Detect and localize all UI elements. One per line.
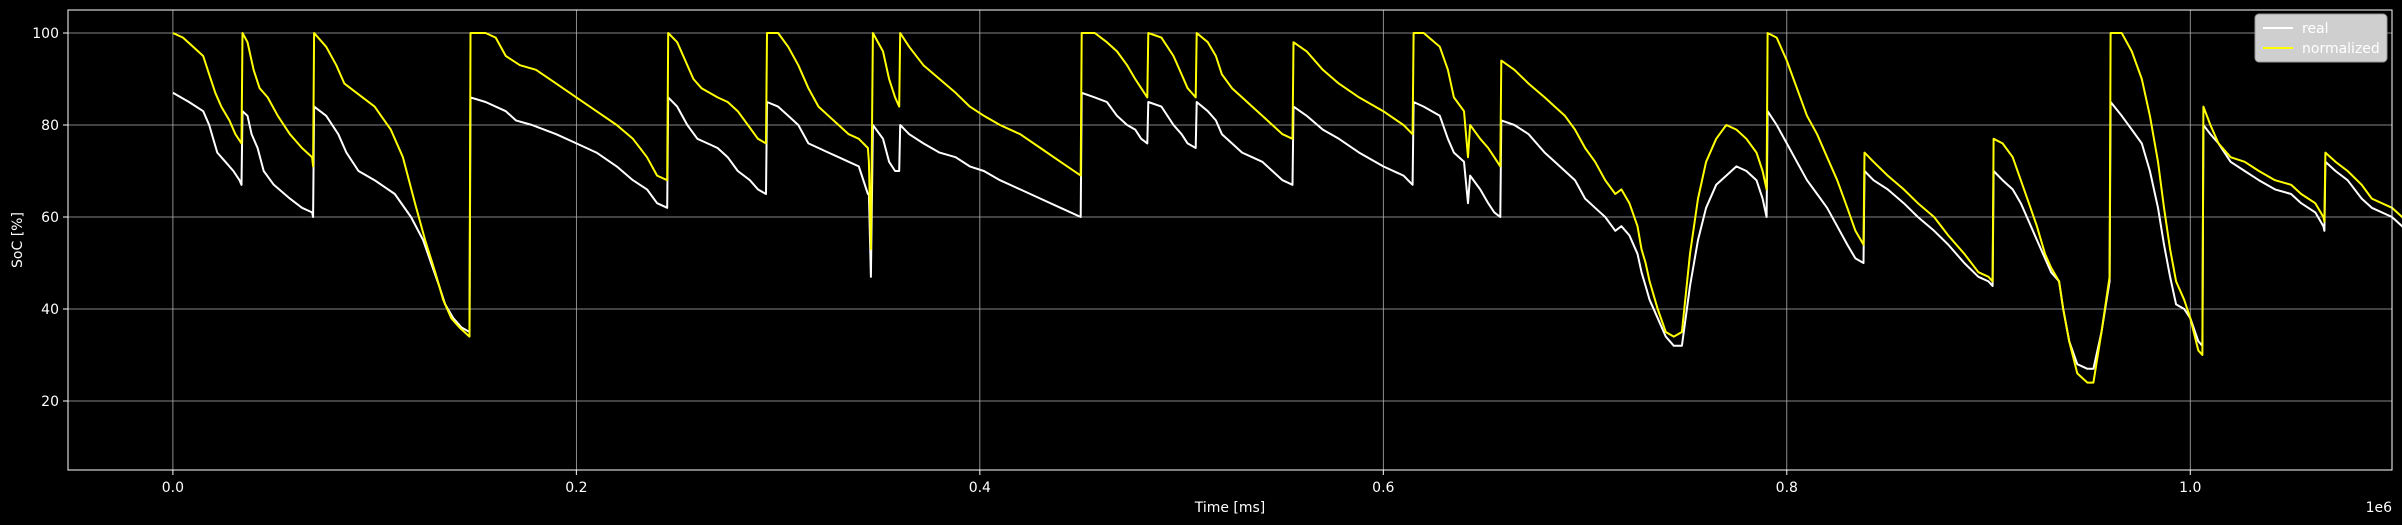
legend-label-normalized: normalized xyxy=(2302,41,2380,57)
x-tick-label: 0.0 xyxy=(162,480,184,496)
x-axis-offset-label: 1e6 xyxy=(2366,500,2393,516)
series-line-real xyxy=(172,91,2402,370)
legend-label-real: real xyxy=(2302,21,2329,37)
legend-box xyxy=(2254,13,2388,63)
y-tick-label: 100 xyxy=(32,26,59,42)
x-tick-label: 0.2 xyxy=(565,480,587,496)
ticks: 0.0 0.2 0.4 0.6 0.8 1.0 20 40 60 80 100 xyxy=(32,26,2201,496)
x-tick-label: 0.8 xyxy=(1776,480,1798,496)
y-tick-label: 80 xyxy=(41,118,59,134)
x-tick-label: 1.0 xyxy=(2179,480,2201,496)
x-tick-label: 0.4 xyxy=(969,480,991,496)
plot-frame xyxy=(67,9,2393,471)
y-tick-label: 60 xyxy=(41,210,59,226)
x-axis-label: Time [ms] xyxy=(1194,500,1266,516)
y-tick-label: 20 xyxy=(41,394,59,410)
x-tick-label: 0.6 xyxy=(1372,480,1394,496)
legend: real normalized xyxy=(2254,13,2388,63)
y-axis-label: SoC [%] xyxy=(10,212,26,268)
y-tick-label: 40 xyxy=(41,302,59,318)
series-layer xyxy=(172,32,2402,384)
grid xyxy=(68,10,2392,470)
series-line-normalized xyxy=(172,32,2402,384)
